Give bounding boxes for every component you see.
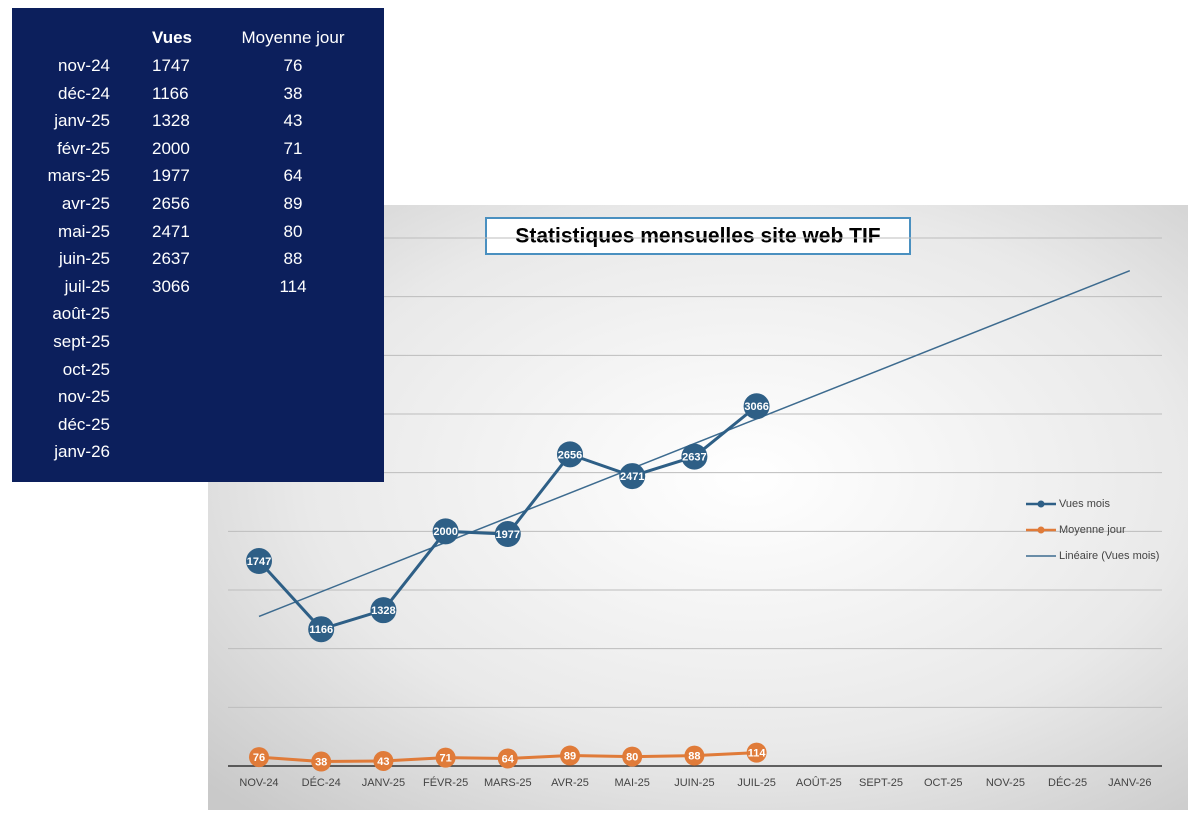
month-cell: juil-25 (64, 276, 110, 296)
month-cell: sept-25 (53, 332, 110, 351)
x-tick-label: SEPT-25 (859, 777, 903, 789)
data-point (743, 393, 770, 420)
data-point (370, 597, 397, 624)
x-tick-label: JUIL-25 (737, 777, 776, 789)
month-cell: janv-25 (54, 111, 110, 131)
data-point (622, 746, 643, 767)
avg-cell: 89 (283, 194, 303, 213)
data-label: 71 (439, 753, 451, 765)
x-tick-label: DÉC-25 (1048, 776, 1087, 789)
avg-cell: 38 (283, 83, 303, 103)
data-label: 88 (688, 751, 700, 763)
legend-label: Vues mois (1059, 498, 1110, 510)
x-tick-label: MAI-25 (614, 777, 649, 789)
month-cell: août-25 (52, 304, 110, 324)
month-cell: nov-24 (58, 56, 110, 75)
data-point (684, 745, 705, 766)
x-tick-label: AVR-25 (551, 777, 589, 789)
header-cell: Moyenne jour (241, 28, 345, 47)
legend-label: Moyenne jour (1059, 524, 1126, 536)
avg-cell: 88 (283, 249, 303, 269)
data-point (681, 443, 708, 470)
avg-cell: 76 (283, 56, 303, 75)
month-cell: janv-26 (54, 442, 110, 462)
data-label: 1977 (496, 529, 520, 541)
x-tick-label: AOÛT-25 (796, 776, 842, 789)
data-label: 2637 (682, 451, 706, 463)
x-tick-label: NOV-25 (986, 777, 1025, 789)
x-tick-label: JANV-26 (1108, 777, 1151, 789)
data-label: 1166 (309, 624, 333, 636)
data-label: 38 (315, 756, 327, 768)
data-point (373, 750, 394, 771)
legend-label: Linéaire (Vues mois) (1059, 550, 1159, 562)
x-tick-label: JUIN-25 (674, 777, 714, 789)
month-cell: avr-25 (61, 194, 110, 213)
legend-marker (1037, 500, 1045, 508)
data-label: 2000 (433, 526, 457, 538)
data-label: 43 (377, 756, 389, 768)
data-label: 2656 (558, 449, 582, 461)
data-label: 2471 (620, 471, 644, 483)
views-cell: 1977 (152, 166, 190, 186)
views-cell: 2656 (152, 194, 190, 213)
avg-cell: 71 (283, 138, 303, 158)
trend-line (258, 269, 1131, 618)
data-label: 3066 (744, 401, 768, 413)
data-point (497, 748, 518, 769)
avg-cell: 114 (279, 276, 307, 296)
data-label: 80 (626, 752, 638, 764)
month-cell: juin-25 (58, 249, 110, 269)
month-cell: nov-25 (58, 387, 110, 407)
avg-cell: 43 (283, 111, 303, 131)
views-cell: 1747 (152, 56, 190, 75)
data-label: 1328 (371, 605, 395, 617)
data-point (435, 747, 456, 768)
header-cell: Vues (151, 28, 192, 47)
data-point (619, 463, 646, 490)
data-point (308, 616, 335, 643)
chart-title: Statistiques mensuelles site web TIF (515, 225, 880, 248)
data-label: 76 (253, 752, 265, 764)
data-point (557, 441, 583, 468)
data-label: 114 (748, 748, 767, 760)
month-cell: déc-25 (58, 414, 110, 434)
legend-marker (1037, 526, 1045, 534)
views-cell: 3066 (152, 276, 190, 296)
views-cell: 2471 (152, 221, 190, 241)
views-cell: 1328 (152, 111, 190, 131)
data-point (494, 521, 521, 548)
data-label: 64 (502, 753, 515, 765)
x-tick-label: DÉC-24 (302, 776, 341, 789)
data-table: Vues Moyenne jour nov-24 1747 76 déc-24 1166 38… (12, 8, 384, 482)
data-point (746, 742, 767, 763)
views-cell: 2637 (152, 249, 190, 269)
data-point (249, 747, 269, 768)
data-point (311, 751, 332, 772)
x-tick-label: MARS-25 (484, 777, 532, 789)
month-cell: déc-24 (58, 83, 110, 103)
data-label: 1747 (247, 556, 271, 568)
views-cell: 1166 (152, 83, 189, 103)
data-point (246, 548, 272, 575)
data-label: 89 (564, 750, 576, 762)
x-tick-label: JANV-25 (362, 777, 405, 789)
x-tick-label: NOV-24 (239, 777, 278, 789)
title-box (485, 217, 911, 255)
month-cell: mai-25 (58, 221, 110, 241)
x-tick-label: OCT-25 (924, 777, 963, 789)
x-tick-label: FÉVR-25 (423, 776, 468, 789)
avg-cell: 80 (283, 221, 303, 241)
month-cell: mars-25 (47, 166, 110, 186)
views-cell: 2000 (152, 138, 190, 158)
data-point (560, 745, 580, 766)
month-cell: févr-25 (57, 138, 110, 158)
month-cell: oct-25 (62, 359, 110, 379)
data-point (432, 518, 459, 545)
avg-cell: 64 (283, 166, 303, 186)
